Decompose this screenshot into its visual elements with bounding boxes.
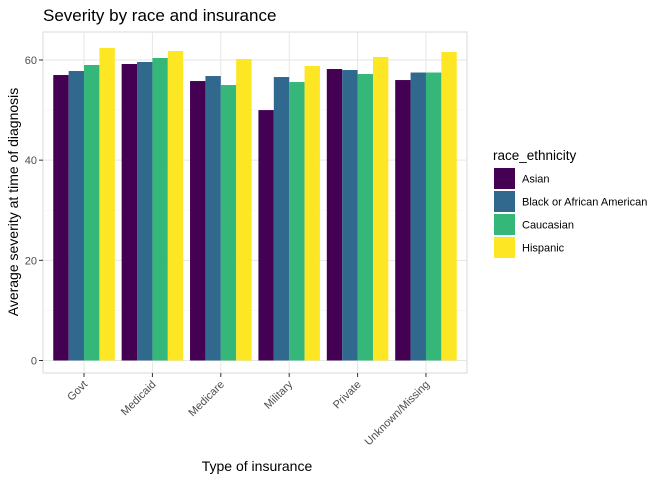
bar xyxy=(441,51,457,361)
legend-key xyxy=(494,237,515,258)
bar xyxy=(137,62,153,361)
bar xyxy=(152,57,168,361)
bar xyxy=(289,82,305,361)
bar xyxy=(220,85,237,361)
bar xyxy=(372,56,389,361)
y-tick-label: 0 xyxy=(31,356,37,368)
x-tick-label: Govt xyxy=(65,379,90,404)
y-axis-title: Average severity at time of diagnosis xyxy=(5,88,21,317)
bar xyxy=(205,76,221,361)
bar xyxy=(53,75,69,361)
legend-label: Asian xyxy=(522,174,550,186)
bar xyxy=(99,47,115,361)
x-tick-label: Medicare xyxy=(186,379,226,419)
y-tick-label: 20 xyxy=(25,255,37,267)
y-tick-label: 60 xyxy=(25,55,37,67)
legend-key xyxy=(494,168,515,189)
legend-label: Caucasian xyxy=(522,220,574,232)
bar xyxy=(190,81,206,361)
bar xyxy=(326,69,343,361)
bar xyxy=(304,66,320,361)
y-tick-label: 40 xyxy=(25,155,37,167)
bar xyxy=(357,74,373,361)
y-axis-ticks: 0 20 40 60 xyxy=(25,55,43,368)
legend-label: Black or African American xyxy=(522,197,647,209)
bar xyxy=(258,110,274,361)
bar xyxy=(342,70,358,361)
bars-group xyxy=(53,47,457,361)
legend-key xyxy=(494,214,515,235)
bar xyxy=(410,72,426,361)
x-axis-title: Type of insurance xyxy=(202,458,313,474)
bar xyxy=(273,77,290,361)
chart-title: Severity by race and insurance xyxy=(43,6,276,25)
bar xyxy=(236,58,252,361)
legend-key xyxy=(494,191,515,212)
x-tick-label: Military xyxy=(262,378,295,411)
legend-title: race_ethnicity xyxy=(493,148,577,163)
bar xyxy=(68,71,85,361)
x-axis-ticks: Govt Medicaid Medicare Military PrivateUnkno… xyxy=(65,373,432,448)
bar xyxy=(121,64,138,361)
x-tick-label: Medicaid xyxy=(119,379,159,419)
bar xyxy=(167,50,184,361)
x-tick-label: Unknown/Missing xyxy=(363,379,432,448)
bar xyxy=(425,72,442,361)
bar xyxy=(84,65,100,361)
legend: race_ethnicity Asian Black or African Ame… xyxy=(493,148,647,258)
x-tick-label: Private xyxy=(331,379,364,412)
legend-label: Hispanic xyxy=(522,243,565,255)
bar xyxy=(395,80,411,361)
